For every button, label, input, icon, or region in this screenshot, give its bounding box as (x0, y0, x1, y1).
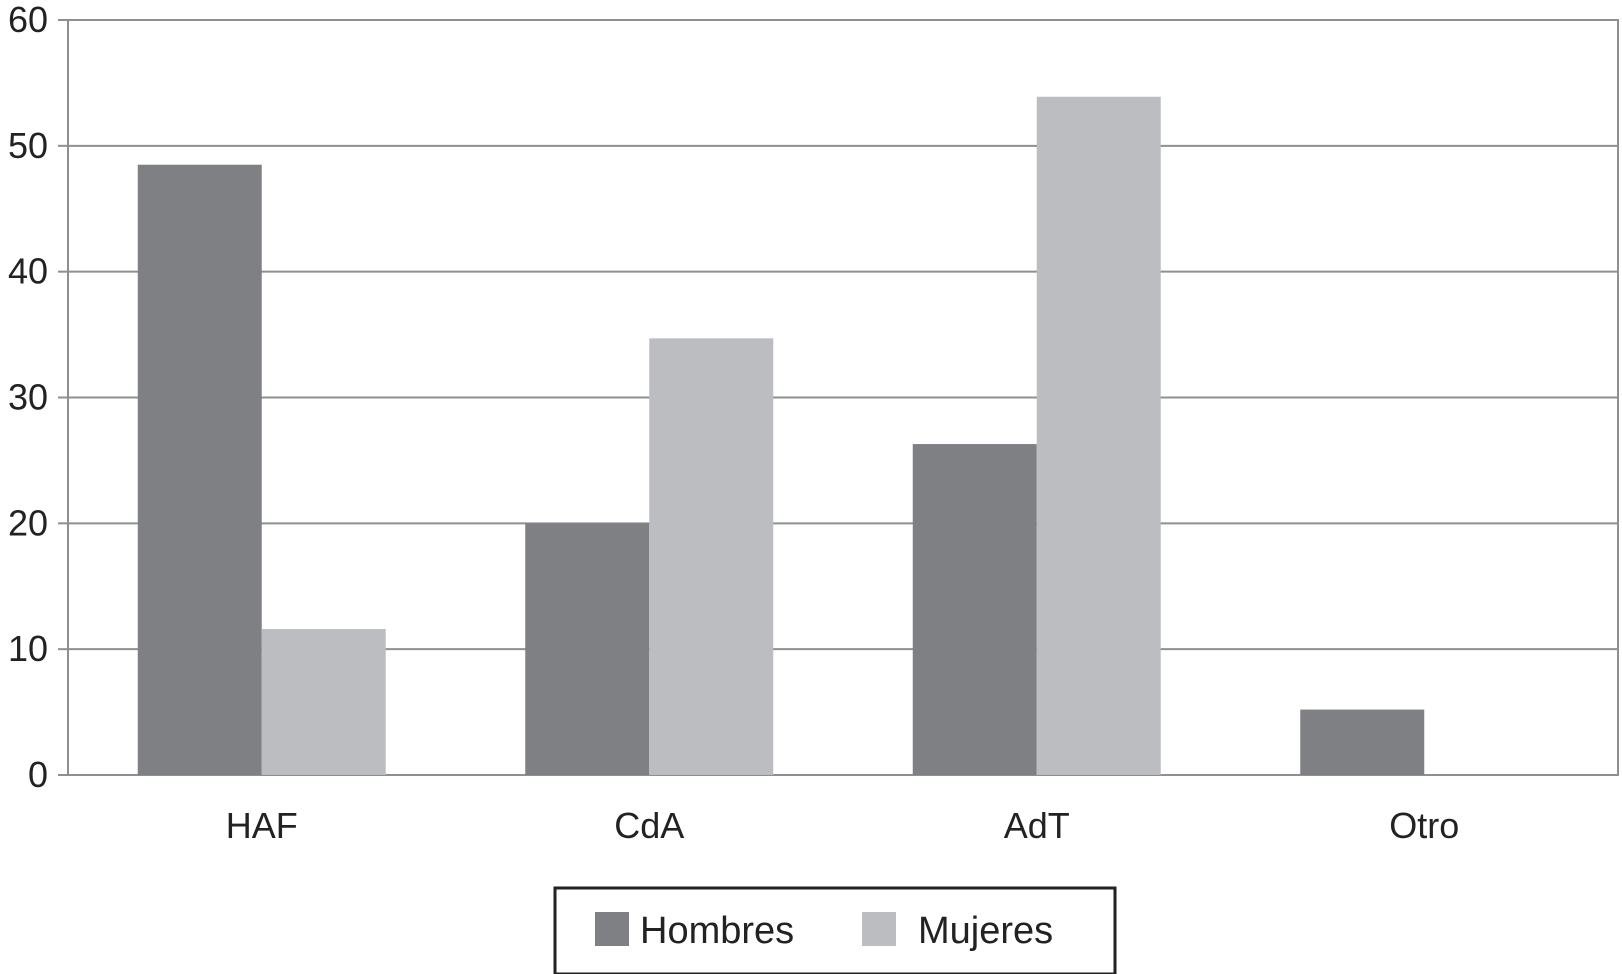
legend-swatch-mujeres (862, 912, 896, 946)
y-tick-label: 10 (8, 628, 48, 669)
bar-hombres-otro (1300, 709, 1425, 775)
legend-box (553, 886, 1117, 974)
bar-hombres-haf (137, 164, 262, 776)
bar-mujeres-adt (1036, 96, 1161, 776)
x-category-label: HAF (226, 805, 298, 846)
x-category-label: Otro (1389, 805, 1459, 846)
y-tick-label: 30 (8, 377, 48, 418)
y-axis-ticks: 0 10 20 30 40 50 60 (8, 0, 68, 795)
bar-hombres-cda (525, 523, 650, 775)
legend-swatch-hombres (595, 912, 629, 946)
y-tick-label: 50 (8, 125, 48, 166)
legend-label-hombres: Hombres (640, 910, 794, 952)
bars (137, 96, 1425, 776)
bar-mujeres-cda (649, 338, 774, 775)
x-category-label: AdT (1004, 805, 1070, 846)
x-category-label: CdA (614, 805, 684, 846)
bar-hombres-adt (912, 444, 1037, 775)
y-tick-label: 0 (28, 754, 48, 795)
bar-mujeres-haf (261, 629, 386, 775)
y-tick-label: 40 (8, 251, 48, 292)
x-axis-labels: HAF CdA AdT Otro (226, 805, 1460, 846)
y-tick-label: 20 (8, 502, 48, 543)
legend: Hombres Mujeres (553, 886, 1117, 974)
y-tick-label: 60 (8, 0, 48, 40)
legend-label-mujeres: Mujeres (918, 910, 1053, 952)
